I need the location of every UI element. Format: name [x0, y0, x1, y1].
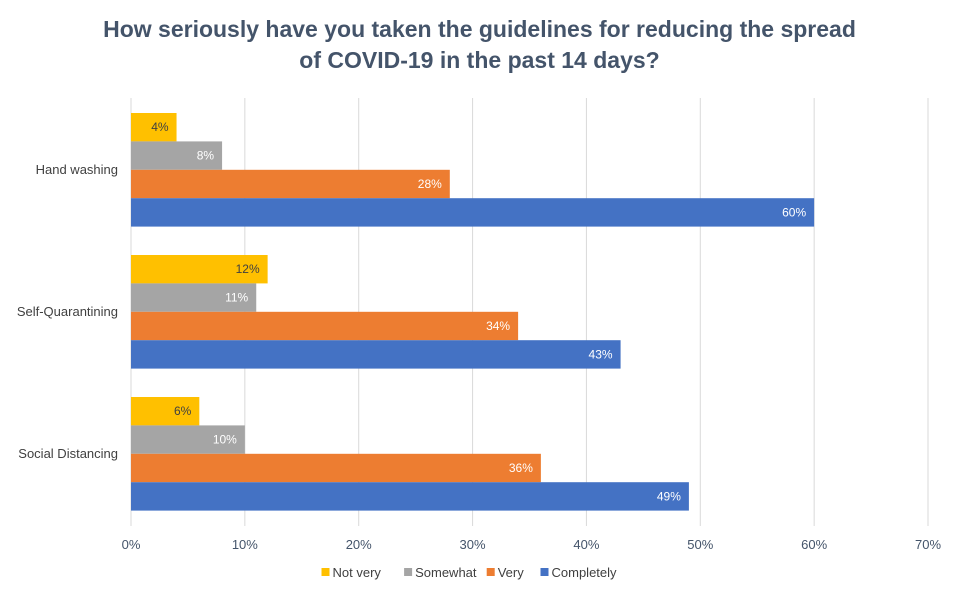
- legend-label-not-very: Not very: [333, 565, 382, 580]
- data-label-hand-washing-completely: 60%: [782, 205, 806, 219]
- legend-label-somewhat: Somewhat: [415, 565, 477, 580]
- bar-social-distancing-very: [131, 453, 541, 483]
- data-label-self-quarantining-somewhat: 11%: [225, 291, 248, 305]
- category-label-social-distancing: Social Distancing: [18, 446, 118, 461]
- bar-social-distancing-completely: [131, 482, 689, 511]
- category-label-self-quarantining: Self-Quarantining: [17, 304, 118, 319]
- legend-swatch-completely: [540, 568, 549, 576]
- data-label-hand-washing-not-very: 4%: [151, 120, 169, 134]
- data-label-self-quarantining-very: 34%: [486, 319, 510, 333]
- x-tick-label-60: 60%: [801, 537, 827, 552]
- x-tick-label-30: 30%: [460, 537, 486, 552]
- bar-self-quarantining-completely: [131, 340, 621, 369]
- x-tick-label-0: 0%: [122, 537, 141, 552]
- bar-social-distancing-not-very: [131, 397, 200, 426]
- legend-label-completely: Completely: [552, 565, 618, 580]
- data-label-social-distancing-not-very: 6%: [174, 404, 192, 418]
- data-label-social-distancing-very: 36%: [509, 461, 533, 475]
- bar-self-quarantining-very: [131, 311, 519, 341]
- legend-swatch-very: [486, 568, 495, 576]
- x-tick-label-10: 10%: [232, 537, 258, 552]
- data-label-hand-washing-somewhat: 8%: [197, 149, 215, 163]
- data-label-social-distancing-completely: 49%: [657, 489, 681, 503]
- chart-title: How seriously have you taken the guideli…: [0, 14, 959, 76]
- data-label-social-distancing-somewhat: 10%: [213, 433, 237, 447]
- x-tick-label-40: 40%: [573, 537, 599, 552]
- data-label-self-quarantining-completely: 43%: [589, 347, 613, 361]
- chart-title-line-2: of COVID-19 in the past 14 days?: [299, 47, 660, 73]
- bar-self-quarantining-somewhat: [131, 283, 257, 312]
- bar-hand-washing-completely: [131, 198, 815, 227]
- legend-swatch-not-very: [321, 568, 330, 576]
- bar-hand-washing-somewhat: [131, 141, 223, 170]
- bar-social-distancing-somewhat: [131, 425, 245, 454]
- data-label-hand-washing-very: 28%: [418, 177, 442, 191]
- legend-label-very: Very: [498, 565, 525, 580]
- category-label-hand-washing: Hand washing: [36, 162, 118, 177]
- bar-hand-washing-very: [131, 169, 450, 199]
- x-tick-label-20: 20%: [346, 537, 372, 552]
- x-tick-label-50: 50%: [687, 537, 713, 552]
- chart-title-line-1: How seriously have you taken the guideli…: [103, 16, 856, 42]
- bar-hand-washing-not-very: [131, 113, 177, 142]
- legend-swatch-somewhat: [404, 568, 413, 576]
- bar-self-quarantining-not-very: [131, 255, 268, 284]
- data-label-self-quarantining-not-very: 12%: [236, 262, 260, 276]
- x-tick-label-70: 70%: [915, 537, 941, 552]
